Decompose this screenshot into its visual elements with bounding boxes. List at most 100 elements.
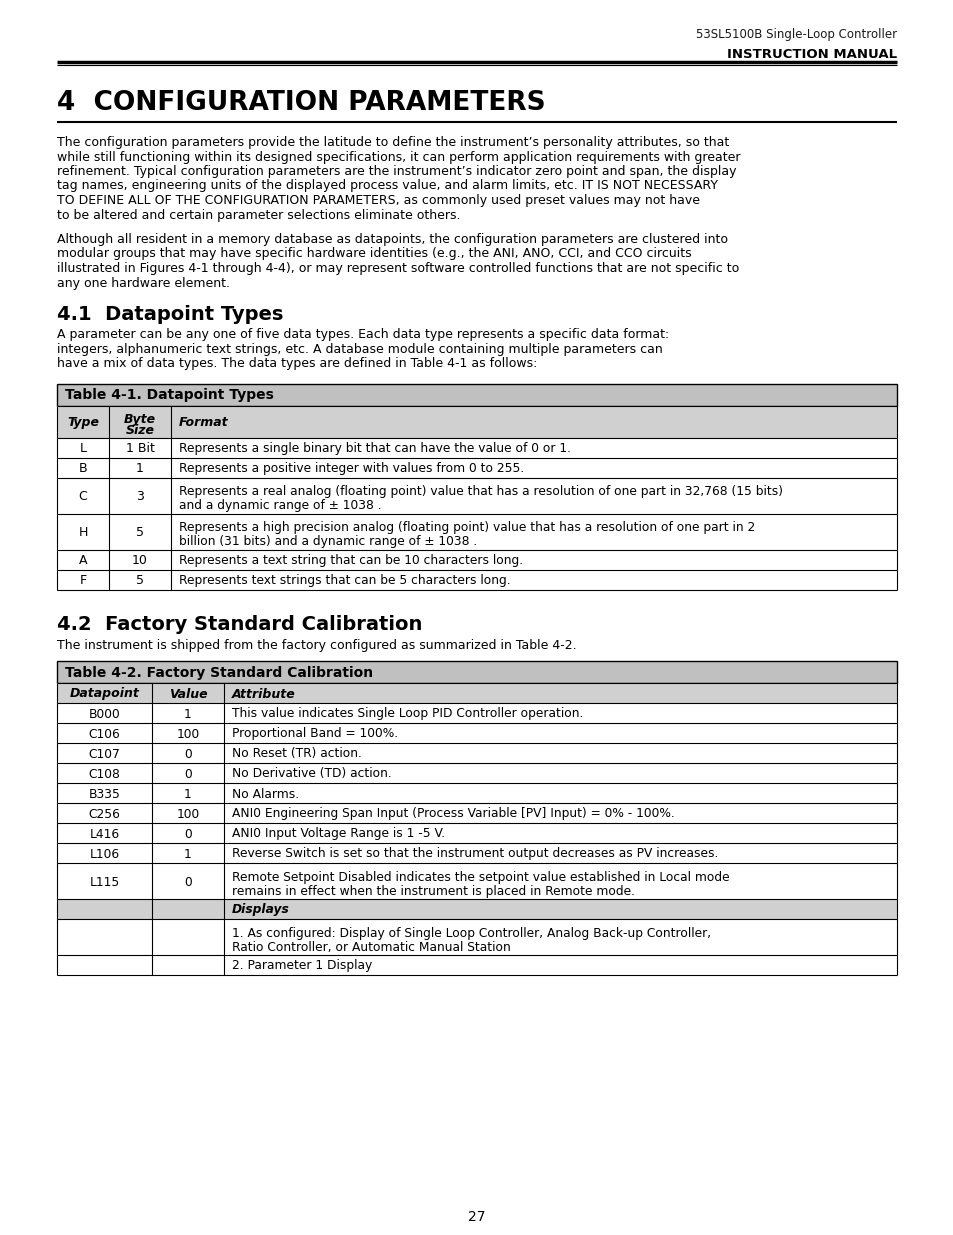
Text: Format: Format <box>179 416 229 429</box>
Text: 1: 1 <box>184 847 192 861</box>
Text: Type: Type <box>67 416 99 429</box>
Text: tag names, engineering units of the displayed process value, and alarm limits, e: tag names, engineering units of the disp… <box>57 179 718 193</box>
Text: INSTRUCTION MANUAL: INSTRUCTION MANUAL <box>726 48 896 61</box>
Text: 0: 0 <box>184 827 192 841</box>
Text: C256: C256 <box>89 808 120 820</box>
Bar <box>57 863 896 899</box>
Text: F: F <box>79 574 87 587</box>
Text: 3: 3 <box>136 490 144 503</box>
Text: while still functioning within its designed specifications, it can perform appli: while still functioning within its desig… <box>57 151 740 163</box>
Text: A parameter can be any one of five data types. Each data type represents a speci: A parameter can be any one of five data … <box>57 329 669 341</box>
Text: ANI0 Input Voltage Range is 1 -5 V.: ANI0 Input Voltage Range is 1 -5 V. <box>232 827 445 841</box>
Text: No Alarms.: No Alarms. <box>232 788 299 800</box>
Text: L416: L416 <box>90 827 119 841</box>
Text: Proportional Band = 100%.: Proportional Band = 100%. <box>232 727 397 741</box>
Text: B: B <box>78 462 88 475</box>
Bar <box>57 703 896 722</box>
Bar <box>57 384 896 405</box>
Text: Attribute: Attribute <box>232 688 295 700</box>
Text: 1 Bit: 1 Bit <box>126 442 154 454</box>
Text: H: H <box>78 526 88 538</box>
Text: billion (31 bits) and a dynamic range of ± 1038 .: billion (31 bits) and a dynamic range of… <box>179 536 476 548</box>
Bar <box>57 763 896 783</box>
Text: any one hardware element.: any one hardware element. <box>57 277 230 289</box>
Text: Value: Value <box>169 688 207 700</box>
Text: L: L <box>79 442 87 454</box>
Bar <box>57 783 896 803</box>
Bar <box>57 919 896 955</box>
Text: Displays: Displays <box>232 904 290 916</box>
Text: Table 4-1. Datapoint Types: Table 4-1. Datapoint Types <box>65 389 274 403</box>
Text: 100: 100 <box>176 727 199 741</box>
Text: Reverse Switch is set so that the instrument output decreases as PV increases.: Reverse Switch is set so that the instru… <box>232 847 718 861</box>
Text: This value indicates Single Loop PID Controller operation.: This value indicates Single Loop PID Con… <box>232 708 583 720</box>
Bar <box>57 550 896 569</box>
Text: Table 4-2. Factory Standard Calibration: Table 4-2. Factory Standard Calibration <box>65 666 373 680</box>
Text: 1: 1 <box>184 788 192 800</box>
Bar <box>57 405 896 437</box>
Text: C107: C107 <box>89 747 120 761</box>
Text: Size: Size <box>126 424 154 436</box>
Text: Represents text strings that can be 5 characters long.: Represents text strings that can be 5 ch… <box>179 574 510 587</box>
Bar <box>57 683 896 703</box>
Text: to be altered and certain parameter selections eliminate others.: to be altered and certain parameter sele… <box>57 209 460 221</box>
Text: 27: 27 <box>468 1210 485 1224</box>
Text: and a dynamic range of ± 1038 .: and a dynamic range of ± 1038 . <box>179 499 381 513</box>
Bar <box>57 743 896 763</box>
Text: 1: 1 <box>136 462 144 475</box>
Bar <box>57 569 896 589</box>
Text: L106: L106 <box>90 847 119 861</box>
Text: modular groups that may have specific hardware identities (e.g., the ANI, ANO, C: modular groups that may have specific ha… <box>57 247 691 261</box>
Text: 5: 5 <box>136 526 144 538</box>
Text: 100: 100 <box>176 808 199 820</box>
Text: 0: 0 <box>184 747 192 761</box>
Text: Although all resident in a memory database as datapoints, the configuration para: Although all resident in a memory databa… <box>57 233 727 246</box>
Bar <box>57 437 896 457</box>
Text: ANI0 Engineering Span Input (Process Variable [PV] Input) = 0% - 100%.: ANI0 Engineering Span Input (Process Var… <box>232 808 674 820</box>
Text: refinement. Typical configuration parameters are the instrument’s indicator zero: refinement. Typical configuration parame… <box>57 165 736 178</box>
Text: The instrument is shipped from the factory configured as summarized in Table 4-2: The instrument is shipped from the facto… <box>57 638 576 652</box>
Text: Represents a positive integer with values from 0 to 255.: Represents a positive integer with value… <box>179 462 524 475</box>
Text: No Reset (TR) action.: No Reset (TR) action. <box>232 747 361 761</box>
Text: A: A <box>79 555 87 567</box>
Text: 1: 1 <box>184 708 192 720</box>
Bar <box>57 457 896 478</box>
Bar <box>57 478 896 514</box>
Text: C: C <box>78 490 88 503</box>
Text: 0: 0 <box>184 767 192 781</box>
Text: Datapoint: Datapoint <box>70 688 139 700</box>
Text: 1. As configured: Display of Single Loop Controller, Analog Back-up Controller,: 1. As configured: Display of Single Loop… <box>232 927 710 940</box>
Text: illustrated in Figures 4-1 through 4-4), or may represent software controlled fu: illustrated in Figures 4-1 through 4-4),… <box>57 262 739 275</box>
Text: B335: B335 <box>89 788 120 800</box>
Bar <box>57 514 896 550</box>
Text: have a mix of data types. The data types are defined in Table 4-1 as follows:: have a mix of data types. The data types… <box>57 357 537 370</box>
Text: Byte: Byte <box>124 414 156 426</box>
Text: Represents a real analog (floating point) value that has a resolution of one par: Represents a real analog (floating point… <box>179 485 782 499</box>
Bar <box>57 722 896 743</box>
Text: remains in effect when the instrument is placed in Remote mode.: remains in effect when the instrument is… <box>232 885 635 898</box>
Bar <box>57 844 896 863</box>
Text: Ratio Controller, or Automatic Manual Station: Ratio Controller, or Automatic Manual St… <box>232 941 510 953</box>
Text: Represents a text string that can be 10 characters long.: Represents a text string that can be 10 … <box>179 555 522 567</box>
Text: The configuration parameters provide the latitude to define the instrument’s per: The configuration parameters provide the… <box>57 136 728 149</box>
Bar <box>57 803 896 823</box>
Text: Represents a single binary bit that can have the value of 0 or 1.: Represents a single binary bit that can … <box>179 442 571 454</box>
Text: 5: 5 <box>136 574 144 587</box>
Text: TO DEFINE ALL OF THE CONFIGURATION PARAMETERS, as commonly used preset values ma: TO DEFINE ALL OF THE CONFIGURATION PARAM… <box>57 194 700 207</box>
Text: Represents a high precision analog (floating point) value that has a resolution : Represents a high precision analog (floa… <box>179 521 755 535</box>
Text: 4.2  Factory Standard Calibration: 4.2 Factory Standard Calibration <box>57 615 422 635</box>
Text: 53SL5100B Single-Loop Controller: 53SL5100B Single-Loop Controller <box>695 28 896 41</box>
Bar <box>57 823 896 844</box>
Text: B000: B000 <box>89 708 120 720</box>
Text: 0: 0 <box>184 876 192 888</box>
Text: 4.1  Datapoint Types: 4.1 Datapoint Types <box>57 305 283 324</box>
Text: 2. Parameter 1 Display: 2. Parameter 1 Display <box>232 960 372 972</box>
Text: C106: C106 <box>89 727 120 741</box>
Text: C108: C108 <box>89 767 120 781</box>
Bar <box>57 955 896 974</box>
Text: No Derivative (TD) action.: No Derivative (TD) action. <box>232 767 392 781</box>
Text: 4  CONFIGURATION PARAMETERS: 4 CONFIGURATION PARAMETERS <box>57 90 545 116</box>
Text: Remote Setpoint Disabled indicates the setpoint value established in Local mode: Remote Setpoint Disabled indicates the s… <box>232 871 729 884</box>
Text: 10: 10 <box>132 555 148 567</box>
Text: integers, alphanumeric text strings, etc. A database module containing multiple : integers, alphanumeric text strings, etc… <box>57 342 662 356</box>
